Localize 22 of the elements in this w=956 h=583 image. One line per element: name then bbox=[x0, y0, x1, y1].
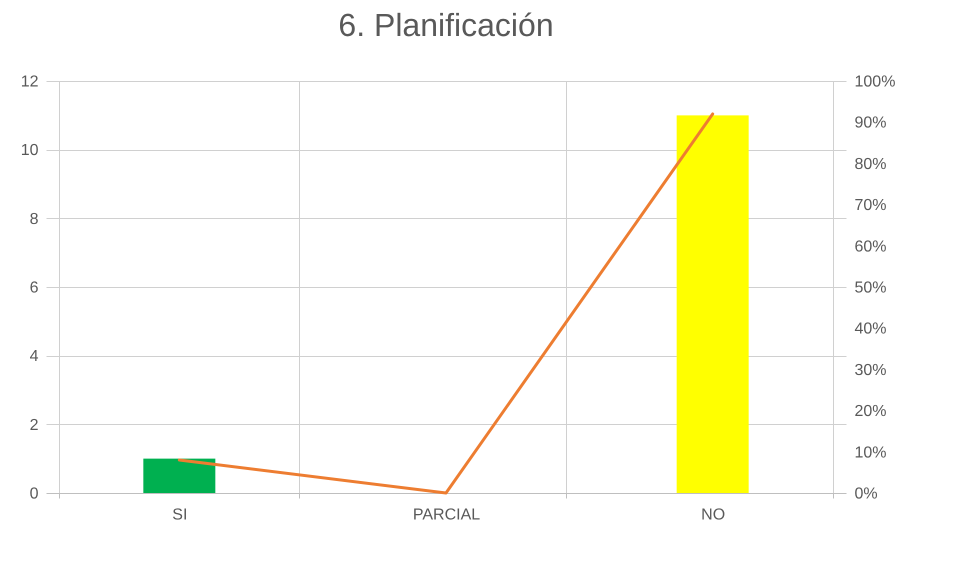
y-tick-label: 12 bbox=[20, 74, 39, 90]
y2-tick-label: 90% bbox=[854, 114, 887, 132]
y-tick-label: 8 bbox=[30, 210, 39, 228]
y-tick-label: 6 bbox=[30, 280, 39, 296]
y2-tick-label: 40% bbox=[854, 320, 887, 338]
y-tick-label: 4 bbox=[30, 348, 39, 366]
x-tick-label: NO bbox=[701, 506, 726, 524]
y2-tick-label: 100% bbox=[854, 74, 896, 90]
y2-tick-label: 50% bbox=[854, 280, 887, 296]
x-tick-label: SI bbox=[172, 506, 188, 524]
chart-title: 6. Planificación bbox=[338, 7, 554, 43]
y2-tick-label: 20% bbox=[854, 403, 887, 420]
y2-tick-label: 0% bbox=[854, 486, 878, 502]
x-tick-label: PARCIAL bbox=[412, 506, 480, 524]
y2-tick-label: 30% bbox=[854, 362, 887, 379]
y2-tick-label: 70% bbox=[854, 197, 887, 214]
y-tick-label: 0 bbox=[30, 486, 39, 502]
y2-tick-label: 10% bbox=[854, 444, 887, 462]
y-tick-label: 2 bbox=[30, 416, 39, 434]
y2-tick-label: 60% bbox=[854, 238, 887, 256]
y2-tick-label: 80% bbox=[854, 156, 887, 173]
y-tick-label: 10 bbox=[20, 142, 39, 160]
